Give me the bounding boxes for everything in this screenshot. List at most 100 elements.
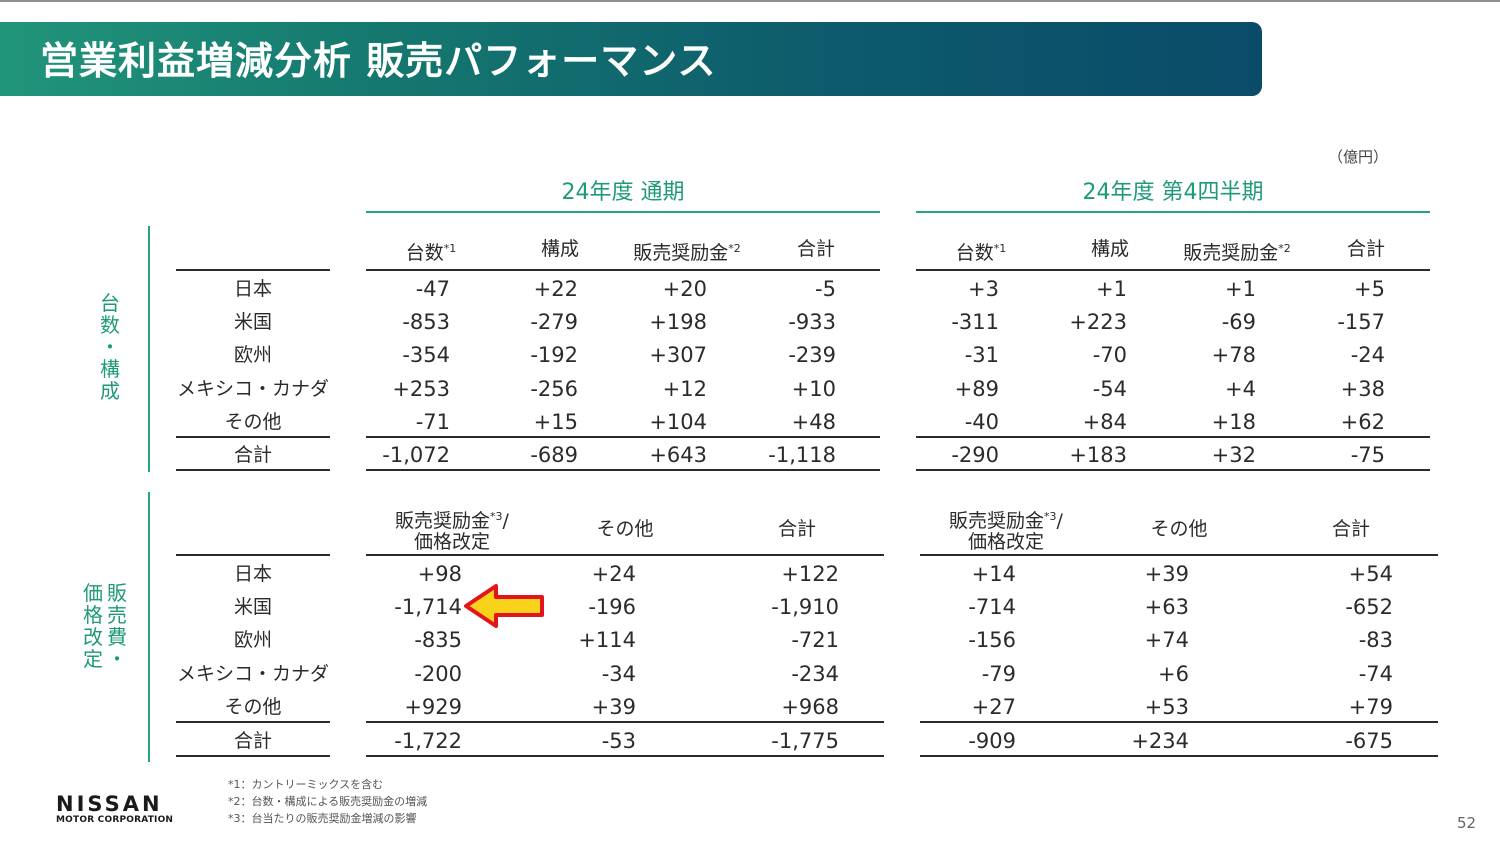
table-cell: +1 bbox=[1225, 277, 1256, 301]
table-cell: +62 bbox=[1340, 410, 1385, 434]
table-cell: -54 bbox=[1092, 377, 1127, 401]
table-cell: -933 bbox=[788, 310, 836, 334]
table-cell: +122 bbox=[781, 562, 839, 586]
table-cell: -1,072 bbox=[382, 443, 450, 467]
row-label: 日本 bbox=[233, 278, 272, 300]
table-cell: -1,722 bbox=[394, 729, 462, 753]
table-cell: -311 bbox=[951, 310, 999, 334]
column-header: 販売奨励金*3/価格改定 bbox=[395, 510, 509, 553]
row-label: 米国 bbox=[233, 596, 272, 618]
row-label: 米国 bbox=[233, 311, 272, 333]
table-cell: -290 bbox=[951, 443, 999, 467]
table-cell: +307 bbox=[649, 343, 707, 367]
table-rule bbox=[366, 755, 884, 757]
table-rule bbox=[916, 469, 1430, 471]
table-cell: -83 bbox=[1358, 628, 1393, 652]
table-cell: +27 bbox=[971, 695, 1016, 719]
nissan-logo-subtitle: MOTOR CORPORATION bbox=[56, 815, 174, 825]
table-cell: +63 bbox=[1144, 595, 1189, 619]
table-cell: +53 bbox=[1144, 695, 1189, 719]
table-cell: +22 bbox=[533, 277, 578, 301]
table-cell: -71 bbox=[415, 410, 450, 434]
column-header: 台数*1 bbox=[405, 242, 457, 264]
footnote: *1：カントリーミックスを含む bbox=[228, 778, 384, 791]
row-label: 合計 bbox=[233, 444, 272, 466]
table-cell: -24 bbox=[1350, 343, 1385, 367]
table-cell: +14 bbox=[971, 562, 1016, 586]
column-header: 販売奨励金*2 bbox=[633, 242, 741, 264]
table-cell: -79 bbox=[981, 662, 1016, 686]
table-cell: +78 bbox=[1211, 343, 1256, 367]
column-header: 販売奨励金*2 bbox=[1183, 242, 1291, 264]
table-rule bbox=[176, 755, 330, 757]
table-cell: +114 bbox=[578, 628, 636, 652]
table-cell: +4 bbox=[1225, 377, 1256, 401]
table-cell: -853 bbox=[402, 310, 450, 334]
column-header: 販売奨励金*3/価格改定 bbox=[949, 510, 1063, 553]
table-cell: -714 bbox=[968, 595, 1016, 619]
table-cell: -1,714 bbox=[394, 595, 462, 619]
row-label: その他 bbox=[224, 696, 282, 718]
period-underline-fy bbox=[366, 211, 880, 213]
table-cell: -675 bbox=[1345, 729, 1393, 753]
table-cell: +32 bbox=[1211, 443, 1256, 467]
table-rule bbox=[916, 436, 1430, 438]
pointer-arrow-icon bbox=[464, 584, 544, 628]
column-header: 合計 bbox=[777, 518, 816, 540]
column-header: その他 bbox=[596, 518, 654, 540]
column-header: その他 bbox=[1150, 518, 1208, 540]
table-rule bbox=[920, 755, 1438, 757]
table-cell: -1,775 bbox=[771, 729, 839, 753]
column-header: 構成 bbox=[540, 238, 579, 260]
section-label-units-mix: 台 数 ・ 構 成 bbox=[100, 291, 120, 403]
table-cell: -53 bbox=[601, 729, 636, 753]
section-bar-bottom bbox=[148, 492, 150, 762]
table-cell: +79 bbox=[1348, 695, 1393, 719]
title-banner bbox=[0, 22, 1262, 96]
table-cell: +24 bbox=[591, 562, 636, 586]
table-cell: +12 bbox=[662, 377, 707, 401]
table-cell: +104 bbox=[649, 410, 707, 434]
row-label: 欧州 bbox=[233, 629, 272, 651]
row-label: 日本 bbox=[233, 563, 272, 585]
table-rule bbox=[176, 436, 330, 438]
footnote: *3：台当たりの販売奨励金増減の影響 bbox=[228, 812, 417, 825]
column-header: 合計 bbox=[1346, 238, 1385, 260]
footnote: *2：台数・構成による販売奨励金の増減 bbox=[228, 795, 428, 808]
table-cell: +18 bbox=[1211, 410, 1256, 434]
table-cell: +198 bbox=[649, 310, 707, 334]
slide-title: 営業利益増減分析 販売パフォーマンス bbox=[40, 39, 717, 83]
table-cell: +84 bbox=[1082, 410, 1127, 434]
table-cell: +1 bbox=[1096, 277, 1127, 301]
table-cell: +5 bbox=[1354, 277, 1385, 301]
table-cell: +74 bbox=[1144, 628, 1189, 652]
row-label: メキシコ・カナダ bbox=[176, 663, 329, 685]
nissan-logo: NISSAN bbox=[56, 792, 163, 816]
unit-label: （億円） bbox=[1328, 148, 1389, 166]
table-cell: -70 bbox=[1092, 343, 1127, 367]
table-cell: -1,118 bbox=[768, 443, 836, 467]
table-cell: -75 bbox=[1350, 443, 1385, 467]
table-cell: +223 bbox=[1069, 310, 1127, 334]
table-cell: -689 bbox=[530, 443, 578, 467]
table-cell: +48 bbox=[791, 410, 836, 434]
period-header-fy: 24年度 通期 bbox=[561, 180, 685, 205]
table-cell: +39 bbox=[1144, 562, 1189, 586]
table-cell: +253 bbox=[392, 377, 450, 401]
top-rule bbox=[0, 0, 1500, 2]
table-cell: +3 bbox=[968, 277, 999, 301]
section-bar-top bbox=[148, 226, 150, 472]
table-cell: -200 bbox=[414, 662, 462, 686]
table-cell: -279 bbox=[530, 310, 578, 334]
table-rule bbox=[176, 554, 330, 556]
table-cell: +15 bbox=[533, 410, 578, 434]
column-header: 構成 bbox=[1090, 238, 1129, 260]
table-cell: +10 bbox=[791, 377, 836, 401]
table-cell: +6 bbox=[1158, 662, 1189, 686]
period-header-q4: 24年度 第4四半期 bbox=[1082, 180, 1264, 205]
table-cell: +234 bbox=[1131, 729, 1189, 753]
table-cell: +183 bbox=[1069, 443, 1127, 467]
table-cell: +929 bbox=[404, 695, 462, 719]
table-cell: +89 bbox=[954, 377, 999, 401]
table-cell: -234 bbox=[791, 662, 839, 686]
